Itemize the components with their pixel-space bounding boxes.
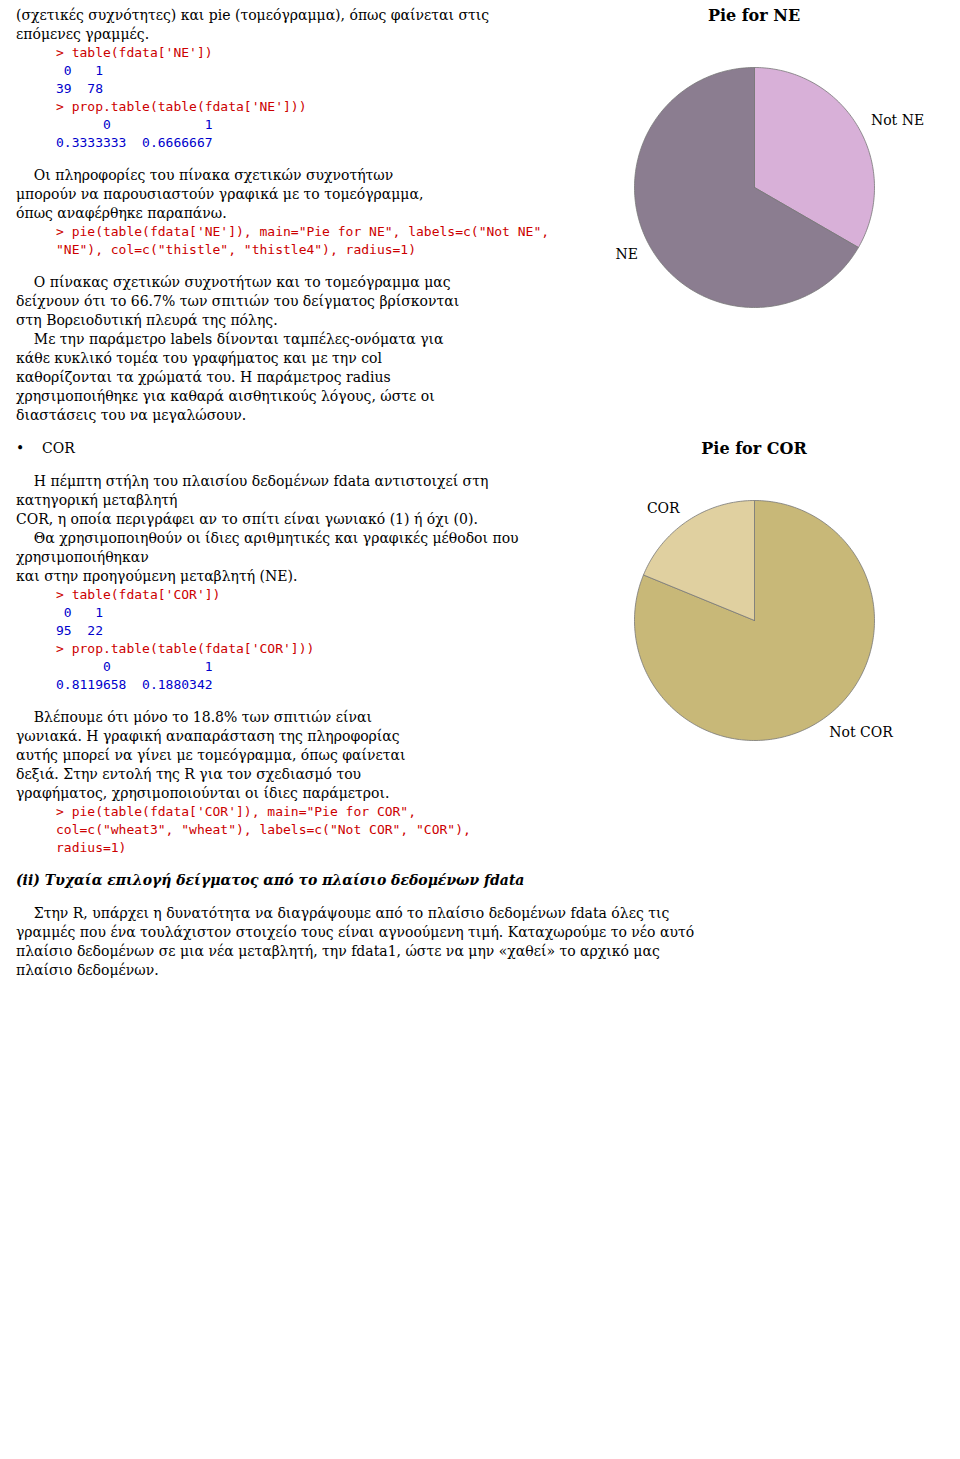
html-text:Ο πίνακας σχετικών συχνοτήτων: Ο πίνακας σχετικών συχνοτήτων και το τομ… — [16, 274, 451, 290]
html-text:πλαίσιο δεδομένων σε μια νέα μ: πλαίσιο δεδομένων σε μια νέα μεταβλητή, … — [16, 943, 660, 959]
html-text:(σχετικές συχνότητες) και pie: (σχετικές συχνότητες) και pie (τομεόγραμ… — [16, 7, 494, 42]
html-text:κάθε κυκλικό τομέα του γραφήμα: κάθε κυκλικό τομέα του γραφήματος και με… — [16, 350, 382, 366]
html-text:Οι πληροφορίες του πίνακα σχετ: Οι πληροφορίες του πίνακα σχετικών συχνο… — [16, 167, 394, 183]
html-text:Βλέπουμε ότι μόνο το 18.8% των: Βλέπουμε ότι μόνο το 18.8% των σπιτιών ε… — [16, 709, 372, 725]
html-text:> pie(table(fdata['NE']), main: > pie(table(fdata['NE']), main="Pie for … — [56, 224, 550, 239]
svg-text:Not NE: Not NE — [871, 112, 924, 128]
html-text:> table(fdata['COR']): > table(fdata['COR']) — [56, 587, 221, 602]
html-text:(ii) Τυχαία επιλογή δείγματος: (ii) Τυχαία επιλογή δείγματος από το πλα… — [16, 872, 525, 888]
html-text:0.8119658 0.1880342: 0.8119658 0.1880342 — [56, 677, 213, 692]
svg-text:Not COR: Not COR — [829, 724, 893, 740]
html-text:• COR: • COR — [16, 440, 75, 456]
html-text:0 1: 0 1 — [56, 659, 213, 674]
html-text:Pie for NE: Pie for NE — [707, 6, 801, 25]
html-text:> table(fdata['NE']): > table(fdata['NE']) — [56, 45, 213, 60]
html-text:δείχνουν ότι το 66.7% των σπιτ: δείχνουν ότι το 66.7% των σπιτιών του δε… — [16, 293, 460, 309]
html-text:και στην προηγούμενη μεταβλητή: και στην προηγούμενη μεταβλητή (ΝΕ). — [16, 568, 298, 584]
html-text:αυτής μπορεί να γίνει με τομεό: αυτής μπορεί να γίνει με τομεόγραμμα, όπ… — [16, 747, 406, 763]
html-text:"NE"), col=c("thistle", "thist: "NE"), col=c("thistle", "thistle4"), rad… — [56, 242, 416, 257]
html-text:όπως αναφέρθηκε παραπάνω.: όπως αναφέρθηκε παραπάνω. — [16, 205, 227, 221]
html-text:γωνιακά. Η γραφική αναπαράστασ: γωνιακά. Η γραφική αναπαράσταση της πληρ… — [16, 728, 400, 744]
html-text:Θα χρησιμοποιηθούν οι ίδιες αρ: Θα χρησιμοποιηθούν οι ίδιες αριθμητικές … — [16, 530, 523, 565]
html-text:Η πέμπτη στήλη του πλαισίου δε: Η πέμπτη στήλη του πλαισίου δεδομένων fd… — [16, 473, 493, 508]
html-text:0 1: 0 1 — [56, 63, 103, 78]
html-text:Με την παράμετρο labels δίνοντ: Με την παράμετρο labels δίνονται ταμπέλε… — [16, 331, 444, 347]
html-text:95 22: 95 22 — [56, 623, 103, 638]
html-text:39 78: 39 78 — [56, 81, 103, 96]
html-text:0.3333333 0.6666667: 0.3333333 0.6666667 — [56, 135, 213, 150]
html-text:καθορίζονται τα χρώματά του. Η: καθορίζονται τα χρώματά του. Η παράμετρο… — [16, 369, 391, 385]
html-text:0 1: 0 1 — [56, 117, 213, 132]
html-text:χρησιμοποιήθηκε για καθαρά αισ: χρησιμοποιήθηκε για καθαρά αισθητικούς λ… — [16, 388, 435, 404]
svg-text:COR: COR — [647, 500, 680, 516]
html-text:γραμμές που ένα τουλάχιστον στ: γραμμές που ένα τουλάχιστον στοιχείο του… — [16, 924, 695, 940]
html-text:COR, η οποία περιγράφει αν το: COR, η οποία περιγράφει αν το σπίτι είνα… — [16, 511, 478, 527]
html-text:γραφήματος, χρησιμοποιούνται ο: γραφήματος, χρησιμοποιούνται οι ίδιες πα… — [16, 785, 390, 801]
svg-text:NE: NE — [616, 246, 638, 262]
html-text:> pie(table(fdata['COR']), mai: > pie(table(fdata['COR']), main="Pie for… — [56, 804, 416, 819]
html-text:col=c("wheat3", "wheat"), labe: col=c("wheat3", "wheat"), labels=c("Not … — [56, 822, 471, 837]
html-text:πλαίσιο δεδομένων.: πλαίσιο δεδομένων. — [16, 962, 159, 978]
html-text:στη Βορειοδυτική πλευρά της πό: στη Βορειοδυτική πλευρά της πόλης. — [16, 312, 278, 328]
html-text:διαστάσεις του να μεγαλώσουν.: διαστάσεις του να μεγαλώσουν. — [16, 407, 247, 423]
html-text:0 1: 0 1 — [56, 605, 103, 620]
html-text:> prop.table(table(fdata['NE']: > prop.table(table(fdata['NE'])) — [56, 99, 307, 114]
html-text:Στην R, υπάρχει η δυνατότητα ν: Στην R, υπάρχει η δυνατότητα να διαγράψο… — [16, 905, 670, 921]
html-text:Pie for COR: Pie for COR — [701, 439, 807, 458]
html-text:radius=1): radius=1) — [56, 840, 127, 855]
html-text:δεξιά. Στην εντολή της R για τ: δεξιά. Στην εντολή της R για τον σχεδιασ… — [16, 766, 362, 782]
html-text:> prop.table(table(fdata['COR': > prop.table(table(fdata['COR'])) — [56, 641, 315, 656]
html-text:μπορούν να παρουσιαστούν γραφι: μπορούν να παρουσιαστούν γραφικά με το τ… — [16, 186, 424, 202]
